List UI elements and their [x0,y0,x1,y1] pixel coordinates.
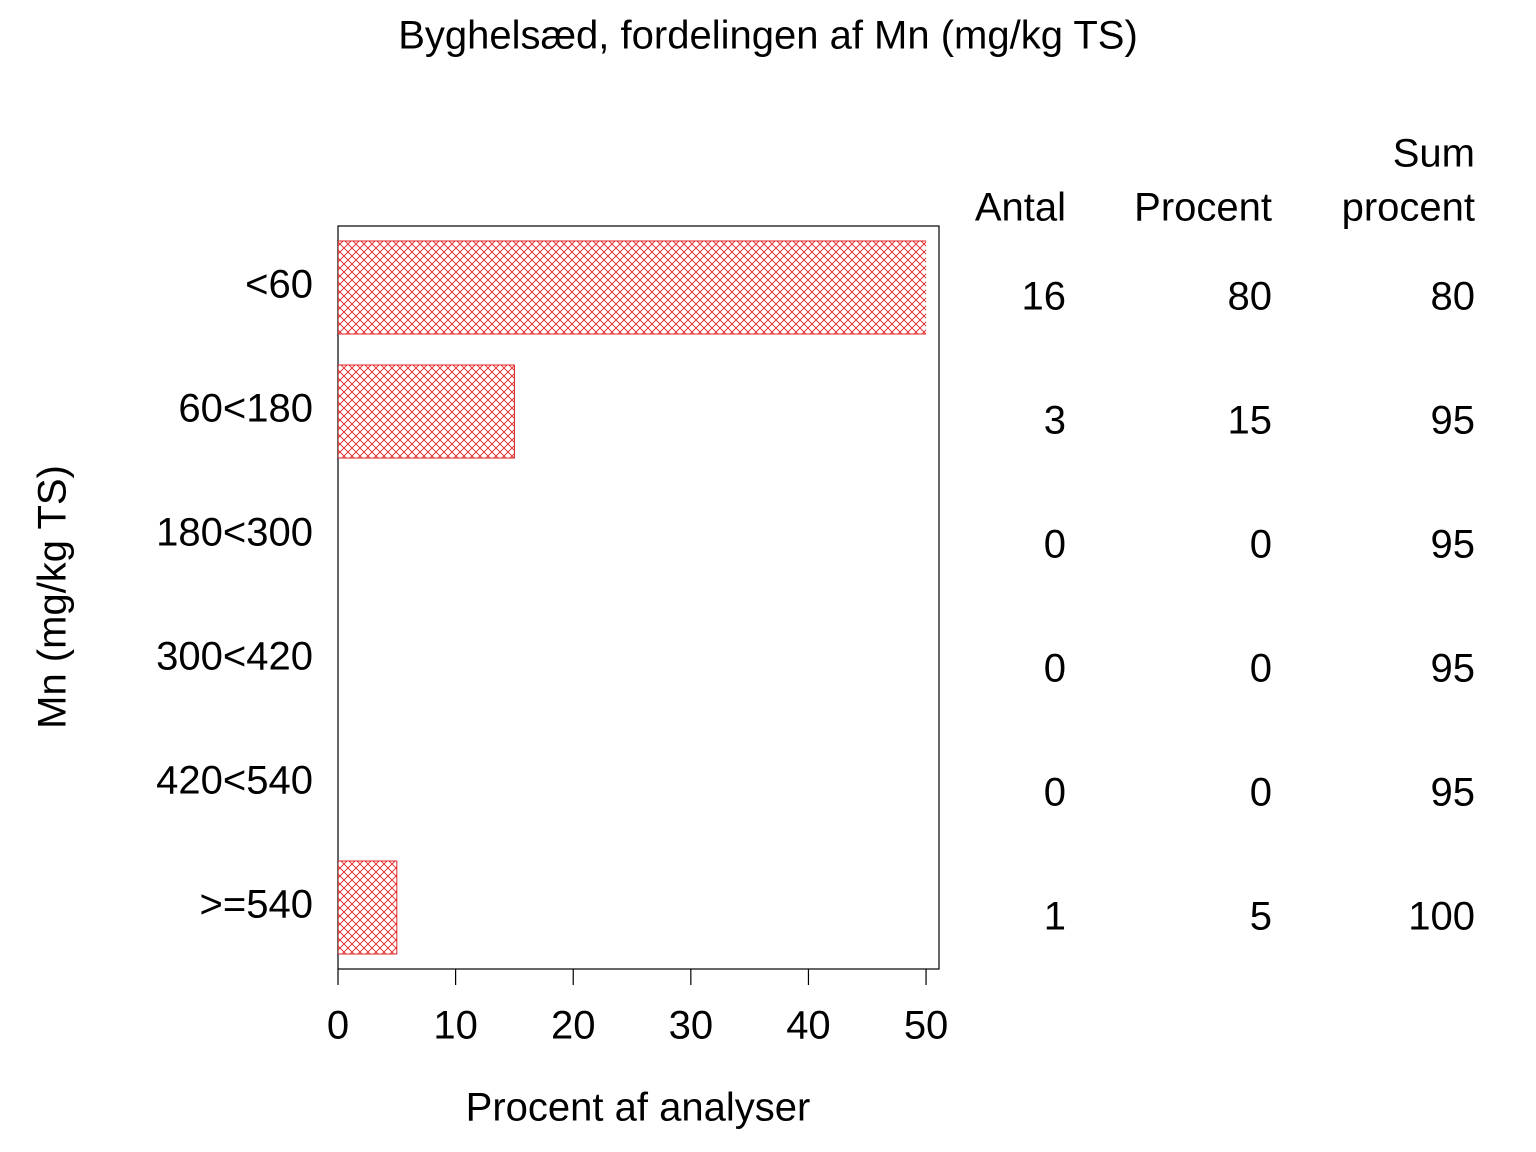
table-count: 0 [1044,771,1066,815]
x-tick-label: 30 [669,1004,714,1048]
y-tick-label: 420<540 [156,759,313,803]
table-header: Antal [975,186,1066,230]
table-percent: 0 [1250,647,1272,691]
table-cumulative: 95 [1431,523,1476,567]
table-header: Sum [1393,132,1475,176]
table-percent: 0 [1250,771,1272,815]
y-tick-label: 180<300 [156,511,313,555]
table-cumulative: 100 [1408,895,1475,939]
y-tick-label: >=540 [200,883,313,927]
bars [338,240,927,955]
table-count: 0 [1044,523,1066,567]
table-count: 0 [1044,647,1066,691]
table-cumulative: 95 [1431,647,1476,691]
bar [338,240,927,335]
table-header: procent [1342,186,1475,230]
table-header: Procent [1134,186,1272,230]
table-percent: 0 [1250,523,1272,567]
bar [338,364,515,459]
table-count: 1 [1044,895,1066,939]
x-tick-label: 20 [551,1004,596,1048]
table-percent: 15 [1228,399,1273,443]
y-tick-label: <60 [245,263,313,307]
table-count: 16 [1022,275,1067,319]
table-count: 3 [1044,399,1066,443]
chart-title: Byghelsæd, fordelingen af Mn (mg/kg TS) [398,14,1138,58]
x-tick-label: 50 [904,1004,949,1048]
y-tick-label: 300<420 [156,635,313,679]
table-percent: 80 [1228,275,1273,319]
x-axis-label: Procent af analyser [466,1086,811,1130]
plot-frame [337,225,940,970]
y-tick-label: 60<180 [178,387,313,431]
table-cumulative: 80 [1431,275,1476,319]
bar [338,860,398,955]
table-percent: 5 [1250,895,1272,939]
table-cumulative: 95 [1431,399,1476,443]
x-tick-label: 40 [786,1004,831,1048]
x-tick-label: 0 [327,1004,349,1048]
table-cumulative: 95 [1431,771,1476,815]
y-axis-label: Mn (mg/kg TS) [31,465,75,729]
x-tick-label: 10 [433,1004,478,1048]
